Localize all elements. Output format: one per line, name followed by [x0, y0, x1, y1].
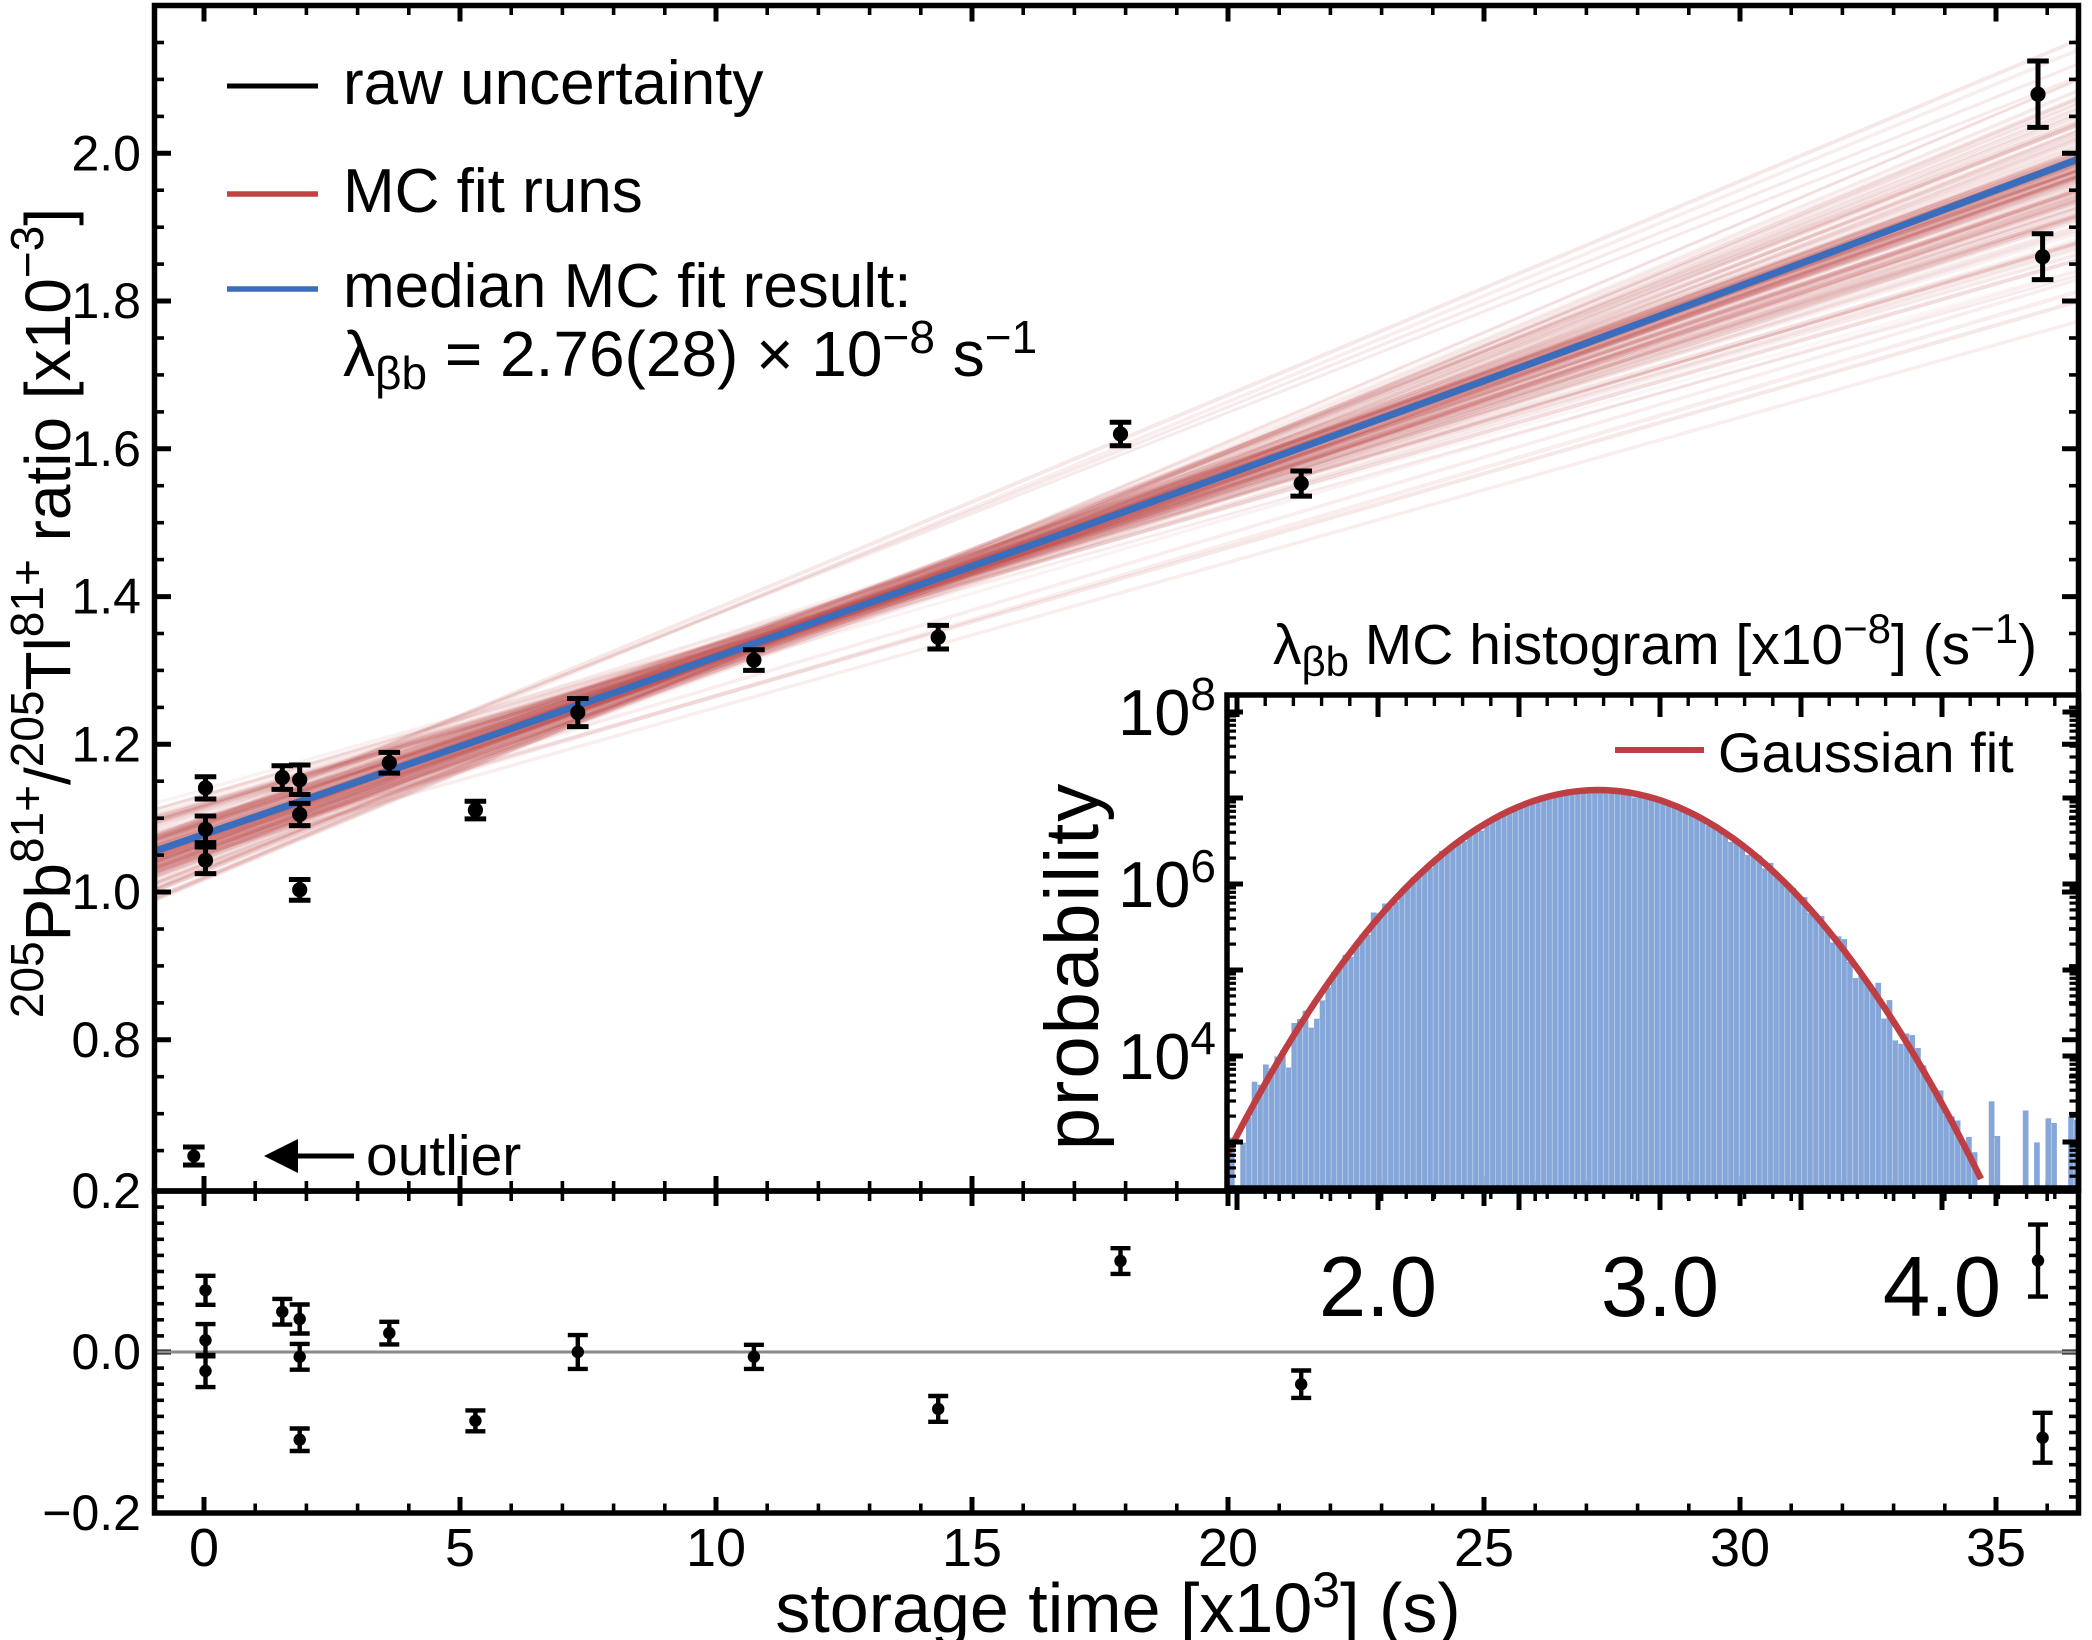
svg-text:104: 104 [1118, 1012, 1216, 1093]
svg-text:2.0: 2.0 [71, 125, 141, 181]
svg-text:probability: probability [1030, 782, 1115, 1150]
svg-text:λβb MC histogram [x10−8] (s−1): λβb MC histogram [x10−8] (s−1) [1273, 605, 2037, 685]
svg-text:storage time [x103] (s): storage time [x103] (s) [775, 1562, 1460, 1640]
svg-text:1.2: 1.2 [71, 716, 141, 772]
svg-text:3.0: 3.0 [1601, 1240, 1719, 1335]
svg-text:205Pb81+/205Tl81+ ratio [x10−3: 205Pb81+/205Tl81+ ratio [x10−3] [1, 208, 84, 1018]
svg-text:1.4: 1.4 [71, 569, 141, 625]
svg-text:raw uncertainty: raw uncertainty [343, 49, 763, 118]
svg-text:1.0: 1.0 [71, 864, 141, 920]
svg-text:1.6: 1.6 [71, 421, 141, 477]
svg-text:4.0: 4.0 [1883, 1240, 2001, 1335]
svg-text:−0.2: −0.2 [42, 1485, 141, 1541]
svg-text:MC fit runs: MC fit runs [343, 157, 643, 226]
svg-text:15: 15 [942, 1518, 1002, 1578]
svg-text:30: 30 [1710, 1518, 1770, 1578]
svg-text:0.8: 0.8 [71, 1012, 141, 1068]
svg-text:10: 10 [686, 1518, 746, 1578]
svg-text:20: 20 [1198, 1518, 1258, 1578]
svg-text:0.0: 0.0 [71, 1324, 141, 1380]
svg-text:2.0: 2.0 [1319, 1240, 1437, 1335]
svg-text:Gaussian fit: Gaussian fit [1718, 721, 2014, 784]
svg-text:35: 35 [1966, 1518, 2026, 1578]
svg-text:1.8: 1.8 [71, 273, 141, 329]
svg-text:0: 0 [189, 1518, 219, 1578]
svg-text:5: 5 [445, 1518, 475, 1578]
svg-text:25: 25 [1454, 1518, 1514, 1578]
svg-text:outlier: outlier [366, 1124, 521, 1188]
svg-text:median MC fit result:: median MC fit result: [343, 252, 912, 321]
svg-text:λβb = 2.76(28) × 10−8 s−1: λβb = 2.76(28) × 10−8 s−1 [343, 311, 1037, 399]
svg-text:0.2: 0.2 [71, 1163, 141, 1219]
